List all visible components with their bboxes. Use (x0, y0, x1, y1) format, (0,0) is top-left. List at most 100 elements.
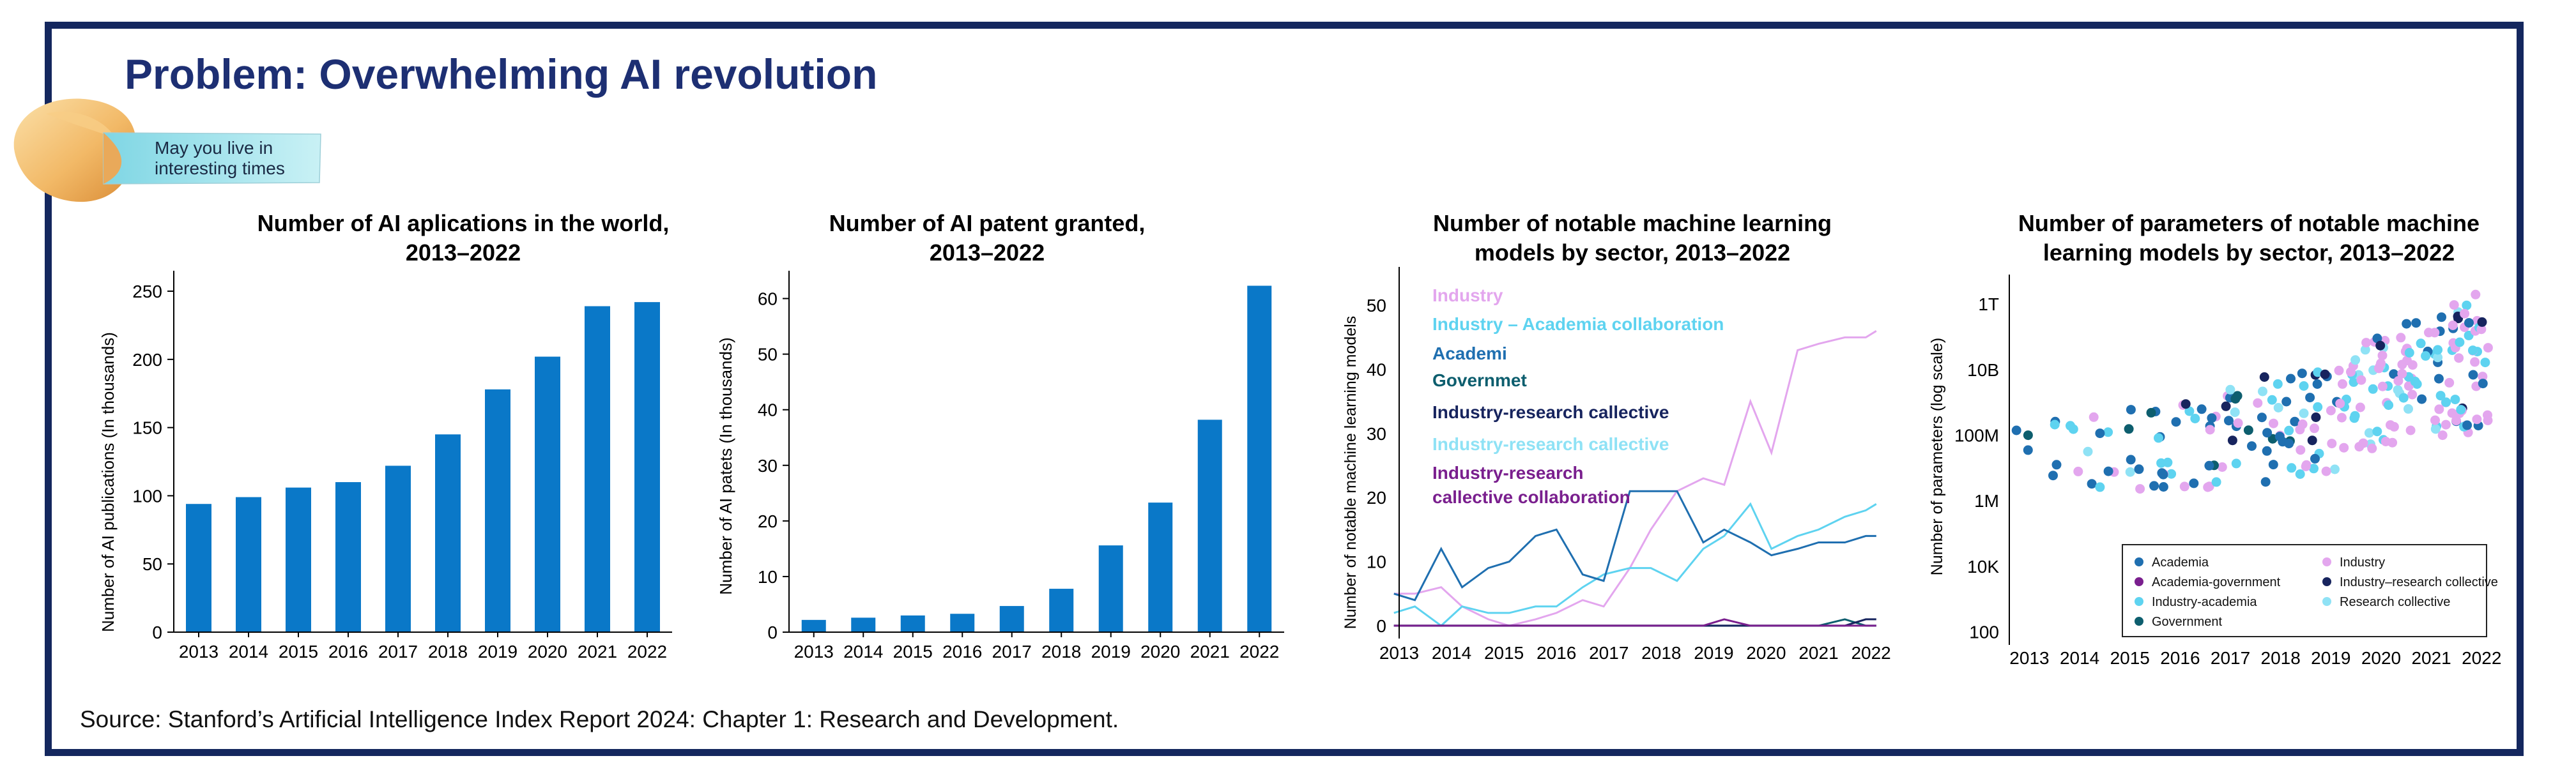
x-tick-label: 2017 (378, 642, 418, 662)
scatter-point (2253, 398, 2263, 408)
bar-2017 (385, 465, 411, 632)
scatter-point (2190, 414, 2200, 423)
cookie-message-line2: interesting times (155, 158, 285, 178)
scatter-point (2179, 481, 2189, 492)
scatter-point (2211, 477, 2221, 487)
scatter-point (2126, 405, 2136, 415)
bar-2014 (851, 617, 876, 632)
legend-marker (2135, 557, 2143, 566)
scatter-point (2360, 345, 2370, 355)
series-line-research-collective (1393, 618, 1876, 627)
x-tick-label: 2015 (1484, 643, 1524, 663)
scatter-point (2299, 381, 2309, 391)
x-tick-label: 2016 (942, 642, 982, 662)
scatter-point (2393, 376, 2404, 386)
bar-2018 (435, 434, 461, 632)
scatter-point (2402, 319, 2412, 329)
scatter-point (2404, 347, 2414, 358)
legend-label: Industry-research callective (1432, 402, 1669, 422)
bar-2016 (335, 482, 361, 632)
x-tick-label: 2022 (627, 642, 667, 662)
scatter-point (2224, 416, 2234, 426)
scatter-point (2455, 337, 2465, 347)
chart4-title-line2: learning models by sector, 2013–2022 (2043, 239, 2455, 266)
y-tick-label: 10 (1367, 552, 1386, 572)
scatter-point (2295, 469, 2305, 479)
cookie-message-line1: May you live in (155, 138, 273, 158)
scatter-point (2441, 397, 2451, 407)
scatter-point (2309, 464, 2319, 474)
scatter-point (2166, 469, 2177, 479)
x-tick-label: 2021 (578, 642, 617, 662)
scatter-point (2307, 435, 2317, 446)
legend-label: Industry – Academia collaboration (1432, 314, 1724, 334)
scatter-point (2478, 372, 2488, 382)
y-tick-label: 10 (758, 567, 778, 587)
y-tick-label: 50 (142, 554, 162, 574)
scatter-point (2313, 402, 2323, 412)
x-tick-label: 2022 (2462, 648, 2501, 668)
y-tick-label: 1M (1974, 491, 1999, 511)
scatter-point (2338, 379, 2347, 389)
scatter-point (2462, 300, 2472, 310)
y-tick-label: 1T (1978, 294, 1999, 314)
scatter-point (2051, 460, 2062, 470)
scatter-point (2373, 363, 2384, 374)
scatter-point (2448, 321, 2458, 330)
scatter-point (2396, 333, 2406, 343)
chart2-ylabel: Number of AI patets (In thousands) (716, 337, 735, 594)
scatter-point (2372, 333, 2382, 344)
x-tick-label: 2013 (179, 642, 218, 662)
scatter-point (2388, 437, 2398, 448)
scatter-point (2103, 466, 2113, 476)
scatter-point (2125, 467, 2135, 477)
scatter-point (2087, 479, 2097, 489)
scatter-point (2454, 353, 2464, 363)
bar-2022 (634, 302, 660, 633)
scatter-point (2389, 369, 2399, 379)
scatter-point (2273, 379, 2283, 389)
chart1-title-line2: 2013–2022 (406, 239, 521, 266)
scatter-point (2450, 395, 2460, 405)
y-tick-label: 20 (758, 511, 778, 531)
scatter-point (2368, 384, 2378, 394)
scatter-point (2312, 379, 2322, 389)
scatter-point (2297, 419, 2308, 429)
scatter-point (2437, 312, 2446, 322)
scatter-point (2095, 482, 2105, 492)
legend-label: Government (2152, 615, 2222, 629)
x-tick-label: 2017 (1589, 643, 1629, 663)
scatter-point (2154, 433, 2163, 443)
scatter-point (2287, 463, 2297, 473)
bar-2016 (950, 614, 975, 632)
scatter-point (2089, 412, 2099, 422)
y-tick-label: 150 (132, 418, 162, 438)
scatter-point (2367, 443, 2377, 453)
chart3-title-line1: Number of notable machine learning (1433, 210, 1832, 236)
x-tick-label: 2018 (1641, 643, 1681, 663)
source-citation: Source: Stanford’s Artificial Intelligen… (80, 706, 1119, 732)
scatter-point (2416, 338, 2426, 349)
y-tick-label: 100M (1954, 426, 1999, 446)
x-tick-label: 2022 (1851, 643, 1890, 663)
x-tick-label: 2021 (1190, 642, 1230, 662)
bar-2014 (236, 497, 261, 632)
y-tick-label: 0 (767, 623, 778, 642)
scatter-point (2327, 439, 2337, 449)
legend-marker (2135, 577, 2143, 586)
scatter-point (2437, 430, 2448, 441)
scatter-point (2262, 428, 2273, 438)
scatter-point (2124, 424, 2134, 434)
scatter-point (2480, 358, 2490, 368)
scatter-point (2023, 430, 2033, 441)
y-tick-label: 30 (758, 456, 778, 476)
legend-label: Academia (2152, 556, 2209, 570)
slide-frame (45, 22, 2524, 756)
scatter-point (2433, 352, 2443, 363)
y-tick-label: 40 (758, 400, 778, 420)
fortune-cookie-image: May you live in interesting times (13, 98, 321, 202)
scatter-point (2336, 412, 2347, 423)
scatter-point (2196, 404, 2207, 414)
bar-2018 (1049, 589, 1074, 632)
bar-2020 (1148, 503, 1173, 632)
